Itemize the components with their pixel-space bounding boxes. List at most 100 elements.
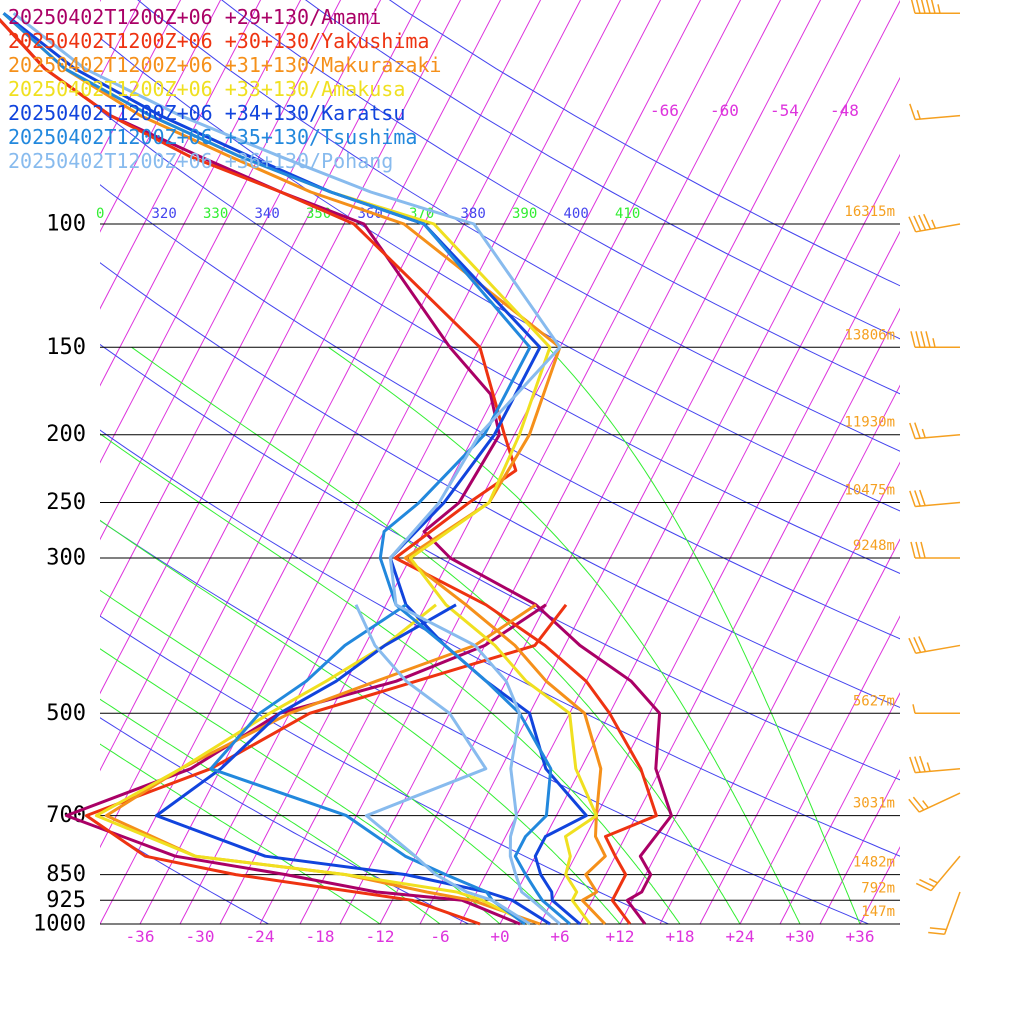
height-label: 9248m xyxy=(853,538,895,554)
height-label: 10475m xyxy=(844,483,895,499)
wind-barb xyxy=(908,792,961,813)
wind-barb xyxy=(910,0,960,15)
x-tick-label: +30 xyxy=(786,927,815,946)
sounding-makurazaki xyxy=(2,12,607,926)
wind-barb-flag xyxy=(910,331,916,348)
wind-barb-flag xyxy=(920,331,926,348)
moist-adiabat-line xyxy=(100,519,621,924)
wind-barb-half-flag xyxy=(928,878,938,884)
wind-barb-flag xyxy=(915,882,932,892)
wind-barb xyxy=(910,331,960,349)
moist-adiabat-line xyxy=(547,346,861,924)
wind-barb-flag xyxy=(912,796,925,811)
temperature-profile-line xyxy=(2,12,607,926)
theta-label: 320 xyxy=(152,206,177,222)
theta-label: 330 xyxy=(203,206,228,222)
pressure-label: 100 xyxy=(46,212,86,237)
moist-adiabat-line xyxy=(100,743,381,924)
isotherm-line xyxy=(739,615,900,924)
wind-barb-flag xyxy=(909,756,916,773)
x-tick-label: +12 xyxy=(606,927,635,946)
wind-barb-flag xyxy=(920,541,926,559)
wind-barb-flag xyxy=(908,798,920,813)
isotherm-line xyxy=(659,461,900,924)
dry-adiabat-line xyxy=(137,0,900,452)
upper-temperature-label: -66 xyxy=(650,101,679,120)
wind-barb-flag xyxy=(925,331,931,348)
pressure-label: 925 xyxy=(46,888,86,913)
wind-barb-half-flag xyxy=(937,4,941,14)
wind-barb-staff xyxy=(915,433,961,440)
temperature-profile-line xyxy=(12,12,562,926)
wind-barb-flag xyxy=(929,927,947,931)
wind-barb-flag xyxy=(915,331,921,348)
x-tick-label: -18 xyxy=(306,927,335,946)
wind-barb xyxy=(915,855,961,892)
wind-barb-half-flag xyxy=(912,704,916,714)
height-label: 3031m xyxy=(853,796,895,812)
height-label: 792m xyxy=(861,880,895,896)
theta-label: 400 xyxy=(564,206,589,222)
pressure-label: 250 xyxy=(46,490,86,515)
wind-barb-flag xyxy=(910,541,916,559)
wind-barb-flag xyxy=(908,216,917,233)
dewpoint-profile-line xyxy=(64,603,547,926)
wind-barb-staff xyxy=(918,792,961,813)
isotherm-line xyxy=(539,230,900,924)
dewpoint-profile-line xyxy=(209,603,526,926)
wind-barb-staff xyxy=(915,114,961,121)
theta-label: 390 xyxy=(512,206,537,222)
legend-entry: 20250402T1200Z+06 +36+130/Pohang xyxy=(8,149,393,173)
wind-barb xyxy=(909,103,961,121)
upper-temperature-label: -54 xyxy=(770,101,799,120)
pressure-label: 1000 xyxy=(33,912,86,937)
theta-label: 380 xyxy=(461,206,486,222)
wind-barb-half-flag xyxy=(921,428,926,438)
wind-barb-flag xyxy=(919,755,926,773)
isobar-lines xyxy=(100,223,900,925)
wind-barb-flag xyxy=(908,637,917,654)
x-tick-label: +0 xyxy=(490,927,509,946)
wind-barb xyxy=(909,422,961,440)
x-tick-label: -30 xyxy=(186,927,215,946)
wind-barb xyxy=(928,891,961,936)
theta-label: 340 xyxy=(255,206,280,222)
dry-adiabat-line xyxy=(100,429,900,857)
theta-label: 0 xyxy=(96,206,104,222)
wind-barb xyxy=(908,636,961,654)
wind-barb-staff xyxy=(915,644,961,654)
legend-entry: 20250402T1200Z+06 +34+130/Karatsu xyxy=(8,101,405,125)
wind-barb xyxy=(912,704,960,715)
x-tick-label: +6 xyxy=(550,927,569,946)
wind-barb-flag xyxy=(909,103,916,120)
temperature-profile-line xyxy=(0,18,658,925)
legend-entry: 20250402T1200Z+06 +30+130/Yakushima xyxy=(8,29,429,53)
pressure-label: 500 xyxy=(46,701,86,726)
dry-adiabat-line xyxy=(100,825,270,924)
dewpoint-profile-line xyxy=(104,603,541,926)
dry-adiabat-line xyxy=(100,343,900,781)
wind-barb xyxy=(908,213,961,233)
wind-barb-flag xyxy=(915,0,921,14)
wind-barb-half-flag xyxy=(916,110,921,120)
dry-adiabat-line xyxy=(100,519,870,924)
isotherm-line xyxy=(899,922,900,924)
wind-barb-staff xyxy=(930,855,961,892)
dewpoint-profile-line xyxy=(354,604,531,926)
wind-barb-flag xyxy=(928,931,945,936)
upper-temperature-labels: -66 -60 -54 -48 xyxy=(650,101,859,120)
dry-adiabat-line xyxy=(100,37,900,512)
wind-barb-staff xyxy=(915,767,961,774)
moist-adiabat-line xyxy=(328,346,801,924)
legend-entry: 20250402T1200Z+06 +29+130/Amami xyxy=(8,5,381,29)
wind-barb-flag xyxy=(915,541,921,559)
height-label: 16315m xyxy=(844,204,895,220)
wind-barb-flag xyxy=(910,0,916,14)
moist-adiabat-line xyxy=(100,433,681,924)
height-label: 1482m xyxy=(853,855,895,871)
dewpoint-profile-line xyxy=(94,603,531,926)
wind-barb-flag xyxy=(914,756,921,773)
isotherm-line xyxy=(699,538,900,924)
wind-barb-flag xyxy=(914,422,921,439)
